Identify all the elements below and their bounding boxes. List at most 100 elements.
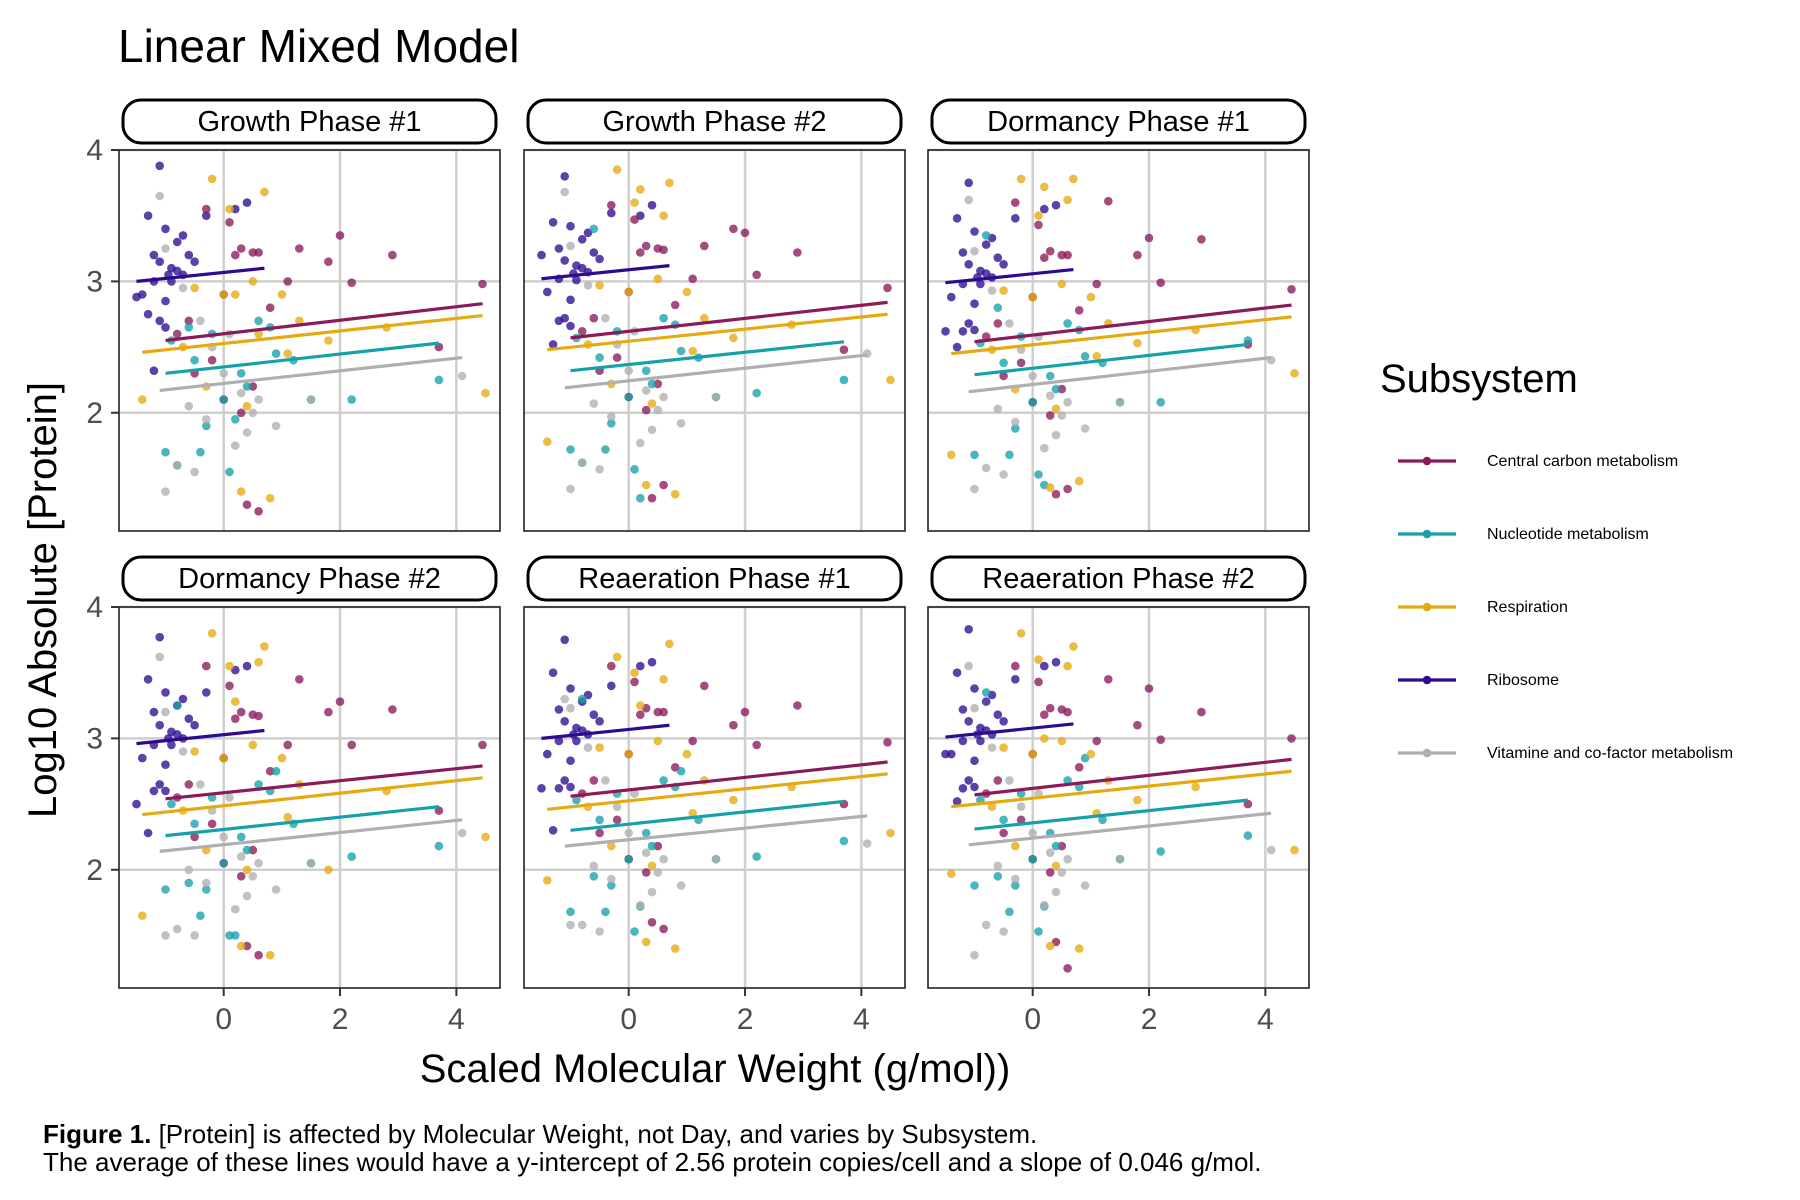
data-point-ribosome — [143, 309, 153, 319]
data-point-respiration — [630, 668, 639, 677]
data-point-respiration — [1034, 211, 1043, 220]
data-point-ribosome — [647, 200, 657, 210]
panel-border — [523, 149, 906, 532]
data-point-ribosome — [132, 799, 141, 809]
data-point-respiration — [225, 204, 234, 214]
data-point-vitamine-and-co-factor-metabolism — [190, 931, 199, 940]
fit-line-nucleotide-metabolism — [165, 341, 440, 375]
data-point-respiration — [1086, 292, 1096, 302]
data-point-respiration — [987, 802, 997, 811]
data-point-ribosome — [190, 257, 199, 267]
data-point-respiration — [1063, 661, 1072, 671]
data-point-vitamine-and-co-factor-metabolism — [196, 316, 205, 326]
data-point-ribosome — [554, 705, 564, 714]
data-point-nucleotide-metabolism — [347, 395, 357, 404]
data-point-ribosome — [970, 782, 979, 792]
x-tick-label: 0 — [215, 1003, 232, 1036]
data-point-respiration — [254, 329, 263, 339]
data-point-central-carbon-metabolism — [265, 303, 275, 313]
x-tick-label: 4 — [1257, 1003, 1274, 1036]
data-point-respiration — [1133, 338, 1142, 348]
data-point-ribosome — [981, 269, 991, 278]
data-point-ribosome — [161, 688, 170, 697]
data-point-central-carbon-metabolism — [478, 740, 487, 750]
data-point-central-carbon-metabolism — [1074, 763, 1084, 772]
data-point-central-carbon-metabolism — [265, 766, 275, 776]
data-point-central-carbon-metabolism — [999, 371, 1008, 381]
data-point-respiration — [1290, 369, 1299, 378]
legend-entry-ribosome: Ribosome — [1398, 672, 1559, 689]
data-point-ribosome — [132, 292, 141, 302]
fit-line-central-carbon-metabolism — [570, 300, 888, 340]
data-point-central-carbon-metabolism — [236, 244, 246, 253]
data-point-ribosome — [560, 172, 569, 181]
data-point-respiration — [324, 865, 333, 875]
data-point-vitamine-and-co-factor-metabolism — [566, 703, 575, 713]
data-point-ribosome — [976, 736, 985, 746]
data-point-vitamine-and-co-factor-metabolism — [636, 900, 645, 910]
data-point-vitamine-and-co-factor-metabolism — [172, 924, 182, 934]
data-point-nucleotide-metabolism — [641, 366, 651, 376]
data-point-vitamine-and-co-factor-metabolism — [1005, 319, 1014, 328]
data-point-vitamine-and-co-factor-metabolism — [601, 776, 610, 785]
data-point-central-carbon-metabolism — [1144, 233, 1154, 243]
data-point-respiration — [595, 743, 604, 752]
data-point-vitamine-and-co-factor-metabolism — [1040, 900, 1049, 910]
data-point-vitamine-and-co-factor-metabolism — [993, 404, 1003, 414]
data-point-nucleotide-metabolism — [630, 927, 639, 936]
data-point-vitamine-and-co-factor-metabolism — [589, 861, 599, 871]
data-point-central-carbon-metabolism — [283, 740, 293, 750]
data-point-central-carbon-metabolism — [335, 697, 345, 706]
data-point-ribosome — [537, 784, 546, 793]
data-point-respiration — [641, 937, 651, 947]
legend-entry-respiration: Respiration — [1398, 599, 1568, 616]
data-point-nucleotide-metabolism — [190, 819, 199, 829]
data-point-central-carbon-metabolism — [999, 828, 1008, 838]
data-point-respiration — [682, 749, 692, 759]
data-point-vitamine-and-co-factor-metabolism — [242, 428, 252, 437]
data-point-respiration — [242, 865, 252, 875]
data-point-central-carbon-metabolism — [388, 250, 397, 260]
data-point-nucleotide-metabolism — [1028, 854, 1037, 864]
data-point-nucleotide-metabolism — [271, 349, 281, 358]
data-point-ribosome — [964, 717, 973, 726]
fit-line-ribosome — [541, 264, 670, 281]
data-point-nucleotide-metabolism — [184, 878, 194, 888]
fit-line-nucleotide-metabolism — [165, 805, 440, 838]
data-point-respiration — [641, 480, 651, 490]
data-point-vitamine-and-co-factor-metabolism — [964, 661, 973, 671]
data-point-vitamine-and-co-factor-metabolism — [1080, 881, 1090, 890]
data-point-nucleotide-metabolism — [161, 885, 170, 894]
data-point-vitamine-and-co-factor-metabolism — [964, 195, 973, 205]
data-point-central-carbon-metabolism — [607, 661, 616, 671]
data-point-respiration — [886, 375, 895, 385]
data-point-nucleotide-metabolism — [572, 795, 581, 805]
legend-label: Respiration — [1487, 599, 1568, 616]
data-point-central-carbon-metabolism — [607, 200, 616, 210]
data-point-respiration — [630, 198, 639, 207]
data-point-central-carbon-metabolism — [1034, 220, 1043, 230]
data-point-respiration — [265, 493, 275, 503]
data-point-ribosome — [947, 292, 956, 302]
data-point-nucleotide-metabolism — [999, 358, 1008, 368]
data-point-respiration — [1057, 736, 1067, 746]
data-point-respiration — [1086, 749, 1096, 759]
data-point-ribosome — [161, 786, 170, 796]
data-point-nucleotide-metabolism — [589, 872, 599, 881]
data-point-central-carbon-metabolism — [647, 493, 657, 503]
data-point-respiration — [1191, 782, 1200, 792]
data-point-ribosome — [964, 260, 973, 269]
panel-strip — [930, 98, 1307, 145]
legend-marker — [1422, 529, 1432, 539]
data-point-vitamine-and-co-factor-metabolism — [560, 187, 569, 197]
data-point-ribosome — [952, 797, 962, 806]
data-point-central-carbon-metabolism — [577, 327, 587, 336]
data-point-central-carbon-metabolism — [236, 872, 246, 881]
data-point-vitamine-and-co-factor-metabolism — [1080, 424, 1090, 433]
data-point-vitamine-and-co-factor-metabolism — [577, 458, 587, 468]
data-point-central-carbon-metabolism — [324, 707, 333, 717]
data-point-vitamine-and-co-factor-metabolism — [624, 828, 633, 838]
data-point-nucleotide-metabolism — [676, 346, 686, 356]
data-point-central-carbon-metabolism — [636, 248, 645, 257]
data-point-nucleotide-metabolism — [196, 447, 205, 457]
